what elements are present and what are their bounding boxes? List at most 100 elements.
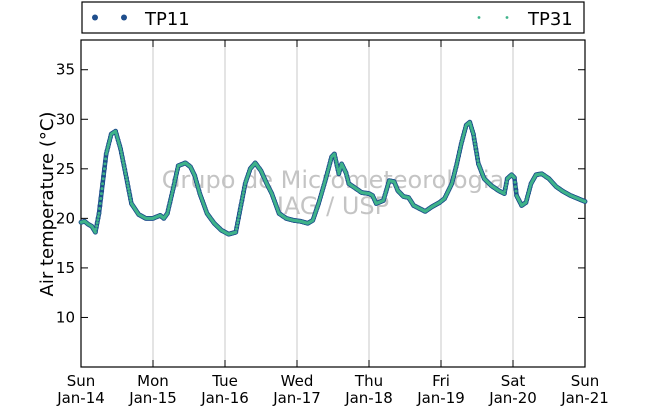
tp31-point-81 xyxy=(126,184,130,188)
tp31-point-161 xyxy=(172,182,176,186)
tp31-point-284 xyxy=(243,185,247,189)
tp31-point-82 xyxy=(127,187,130,191)
x-tick-day-3: Wed xyxy=(281,372,314,390)
tp31-point-282 xyxy=(241,191,245,195)
x-tick-day-4: Thu xyxy=(354,372,383,390)
tp31-point-447 xyxy=(335,162,339,166)
x-tick-date-7: Jan-21 xyxy=(560,389,609,407)
tp31-point-162 xyxy=(173,179,177,183)
tp31-point-165 xyxy=(175,171,178,175)
y-tick-label-20: 20 xyxy=(56,209,75,227)
tp31-point-167 xyxy=(176,166,180,170)
tp31-point-745 xyxy=(504,183,508,187)
tp31-point-160 xyxy=(172,184,176,188)
tp31-point-274 xyxy=(237,215,241,218)
tp31-point-32 xyxy=(98,202,102,205)
tp31-point-280 xyxy=(240,197,244,200)
tp31-point-166 xyxy=(175,169,179,173)
x-tick-day-6: Sat xyxy=(501,372,526,390)
tp31-point-78 xyxy=(124,175,128,179)
tp31-point-150 xyxy=(166,209,170,213)
tp31-point-154 xyxy=(168,199,172,203)
tp31-point-763 xyxy=(514,189,518,193)
tp31-point-273 xyxy=(236,218,240,222)
tp31-point-662 xyxy=(457,154,460,158)
tp31-point-693 xyxy=(474,149,478,153)
tp31-point-279 xyxy=(240,200,244,203)
tp31-point-153 xyxy=(168,202,172,205)
tp31-point-695 xyxy=(475,155,479,159)
tp31-point-37 xyxy=(101,177,105,181)
y-axis-label: Air temperature (°C) xyxy=(37,112,58,297)
tp31-point-86 xyxy=(129,199,133,202)
tp31-point-762 xyxy=(514,185,517,189)
legend-marker-tp31-1 xyxy=(477,16,481,19)
x-tick-date-1: Jan-15 xyxy=(128,389,177,407)
tp31-point-24 xyxy=(93,230,97,234)
tp31-point-744 xyxy=(504,186,507,190)
y-tick-label-25: 25 xyxy=(56,160,75,178)
tp31-point-446 xyxy=(334,159,338,163)
tp31-point-69 xyxy=(119,150,123,154)
tp31-point-39 xyxy=(102,167,106,171)
tp31-point-277 xyxy=(239,206,243,209)
tp31-point-660 xyxy=(455,159,459,163)
tp31-point-157 xyxy=(170,192,174,196)
tp31-point-151 xyxy=(167,207,171,210)
y-tick-label-10: 10 xyxy=(56,308,75,326)
tp31-point-29 xyxy=(96,215,100,218)
tp31-point-68 xyxy=(119,147,123,151)
tp31-point-33 xyxy=(99,197,103,200)
tp31-point-761 xyxy=(513,180,517,184)
x-tick-date-6: Jan-20 xyxy=(488,389,537,407)
tp31-point-34 xyxy=(99,192,103,196)
x-tick-day-2: Tue xyxy=(211,372,238,390)
tp31-point-665 xyxy=(458,147,462,151)
y-tick-label-30: 30 xyxy=(56,110,75,128)
tp31-point-74 xyxy=(122,164,126,167)
x-tick-date-3: Jan-17 xyxy=(272,389,321,407)
tp31-point-25 xyxy=(94,227,98,231)
tp31-point-35 xyxy=(100,187,104,191)
tp31-point-159 xyxy=(171,187,175,191)
tp31-point-44 xyxy=(105,148,109,152)
tp31-point-694 xyxy=(475,152,479,156)
tp31-point-75 xyxy=(123,166,126,170)
tp31-point-743 xyxy=(503,189,507,193)
tp31-point-271 xyxy=(235,224,239,228)
legend-label-tp31: TP31 xyxy=(527,9,573,30)
tp31-point-661 xyxy=(456,157,460,161)
tp31-point-28 xyxy=(96,218,100,222)
tp31-point-448 xyxy=(335,164,339,168)
tp31-point-443 xyxy=(332,152,336,156)
x-tick-day-1: Mon xyxy=(137,372,169,390)
y-tick-label-35: 35 xyxy=(56,61,75,79)
x-tick-day-0: Sun xyxy=(67,372,96,390)
tp31-point-666 xyxy=(459,145,463,148)
tp31-point-278 xyxy=(239,203,243,206)
legend-marker-tp11-1 xyxy=(92,14,98,21)
tp31-point-80 xyxy=(125,181,129,185)
tp31-point-83 xyxy=(127,190,131,194)
tp31-point-72 xyxy=(121,158,125,162)
tp31-point-689 xyxy=(472,135,476,139)
tp11-point-27 xyxy=(102,159,108,164)
tp31-point-30 xyxy=(97,211,101,215)
legend-box xyxy=(81,1,585,34)
tp31-point-882 xyxy=(583,200,587,203)
tp31-point-77 xyxy=(124,172,128,176)
tp31-point-281 xyxy=(241,194,245,198)
tp31-point-696 xyxy=(476,159,480,163)
tp31-point-445 xyxy=(334,157,337,161)
tp31-point-270 xyxy=(234,227,238,231)
tp31-point-38 xyxy=(102,172,106,176)
tp31-point-158 xyxy=(171,189,175,193)
x-tick-date-0: Jan-14 xyxy=(56,389,105,407)
tp31-point-70 xyxy=(120,153,124,156)
tp31-point-664 xyxy=(458,150,461,153)
legend-marker-tp31-2 xyxy=(505,16,509,19)
tp31-point-444 xyxy=(333,154,337,158)
legend: TP11 TP31 xyxy=(81,1,585,34)
tp31-point-73 xyxy=(121,161,125,165)
